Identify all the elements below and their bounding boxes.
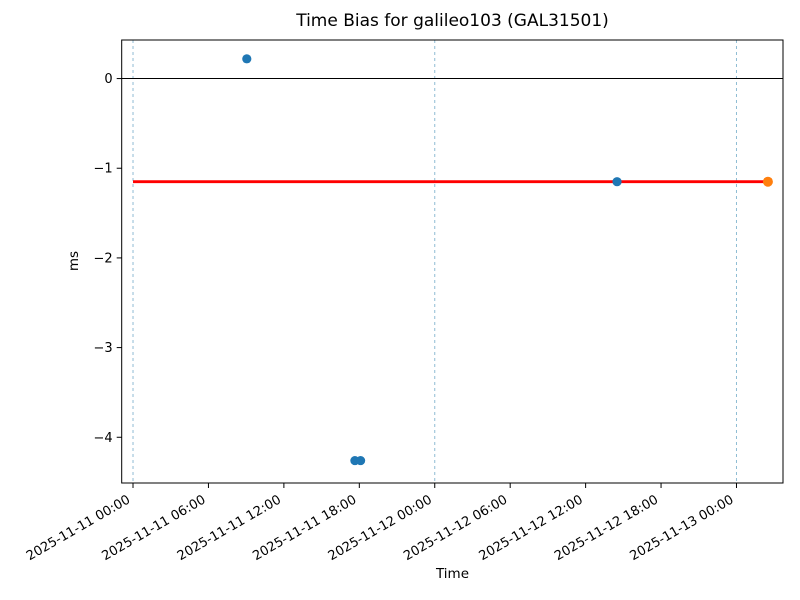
chart-title: Time Bias for galileo103 (GAL31501)	[296, 11, 609, 31]
y-tick-label: −3	[94, 341, 113, 356]
data-point-marker	[242, 54, 252, 64]
y-tick-label: 0	[104, 72, 112, 87]
y-tick-label: −1	[94, 162, 113, 177]
x-axis-label: Time	[435, 566, 470, 582]
axes-spines	[121, 39, 784, 484]
y-axis-label: ms	[66, 250, 82, 272]
y-tick-label: −4	[94, 431, 113, 446]
data-point-marker	[355, 455, 366, 466]
latest-point-marker	[762, 176, 773, 187]
y-tick-label: −2	[94, 251, 113, 266]
data-point-marker	[612, 177, 622, 187]
